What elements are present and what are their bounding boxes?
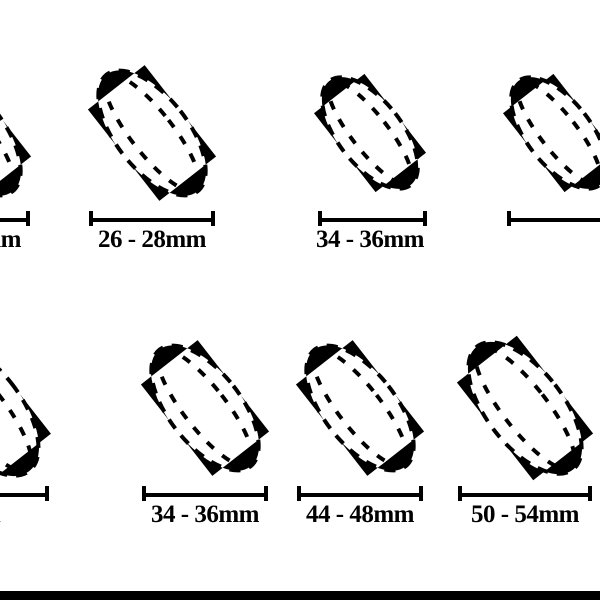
dimension-line-r2-c4	[440, 480, 600, 504]
size-label-r1-c2: 26 - 28mm	[98, 226, 206, 253]
size-label-r1-c3: 34 - 36mm	[316, 226, 424, 253]
dimension-line-r1-c4	[474, 205, 600, 229]
dimension-line-r2-c3	[275, 480, 445, 504]
size-label-r2-c2: 34 - 36mm	[151, 501, 259, 528]
size-cell-r2-c4[interactable]: 50 - 54mm	[440, 330, 600, 560]
size-cell-r2-c1[interactable]: mm	[0, 330, 65, 560]
ring-illustration-r1-c4	[474, 55, 600, 220]
bottom-edge-bar	[0, 591, 600, 600]
ring-illustration-r1-c1	[0, 55, 52, 220]
size-cell-r2-c2[interactable]: 34 - 36mm	[120, 330, 290, 560]
dimension-line-r1-c1	[0, 205, 52, 229]
size-cell-r1-c1[interactable]: 22 - 24mm	[0, 55, 52, 285]
ring-illustration-r2-c3	[275, 330, 445, 495]
ring-illustration-r2-c1	[0, 330, 65, 495]
dimension-line-r2-c2	[120, 480, 290, 504]
dimension-line-r1-c3	[285, 205, 455, 229]
dimension-line-r1-c2	[67, 205, 237, 229]
ring-illustration-r1-c2	[67, 55, 237, 220]
size-cell-r1-c2[interactable]: 26 - 28mm	[67, 55, 237, 285]
ring-illustration-r2-c2	[120, 330, 290, 495]
size-cell-r1-c3[interactable]: 34 - 36mm	[285, 55, 455, 285]
size-label-r2-c1: mm	[0, 500, 65, 530]
size-label-r1-c1: 22 - 24mm	[0, 226, 21, 253]
dimension-line-r2-c1	[0, 480, 65, 504]
size-label-r2-c3: 44 - 48mm	[306, 501, 414, 528]
ring-illustration-r1-c3	[285, 55, 455, 220]
size-label-r2-c4: 50 - 54mm	[471, 501, 579, 528]
size-cell-r2-c3[interactable]: 44 - 48mm	[275, 330, 445, 560]
size-cell-r1-c4[interactable]	[474, 55, 600, 285]
ring-illustration-r2-c4	[440, 330, 600, 495]
